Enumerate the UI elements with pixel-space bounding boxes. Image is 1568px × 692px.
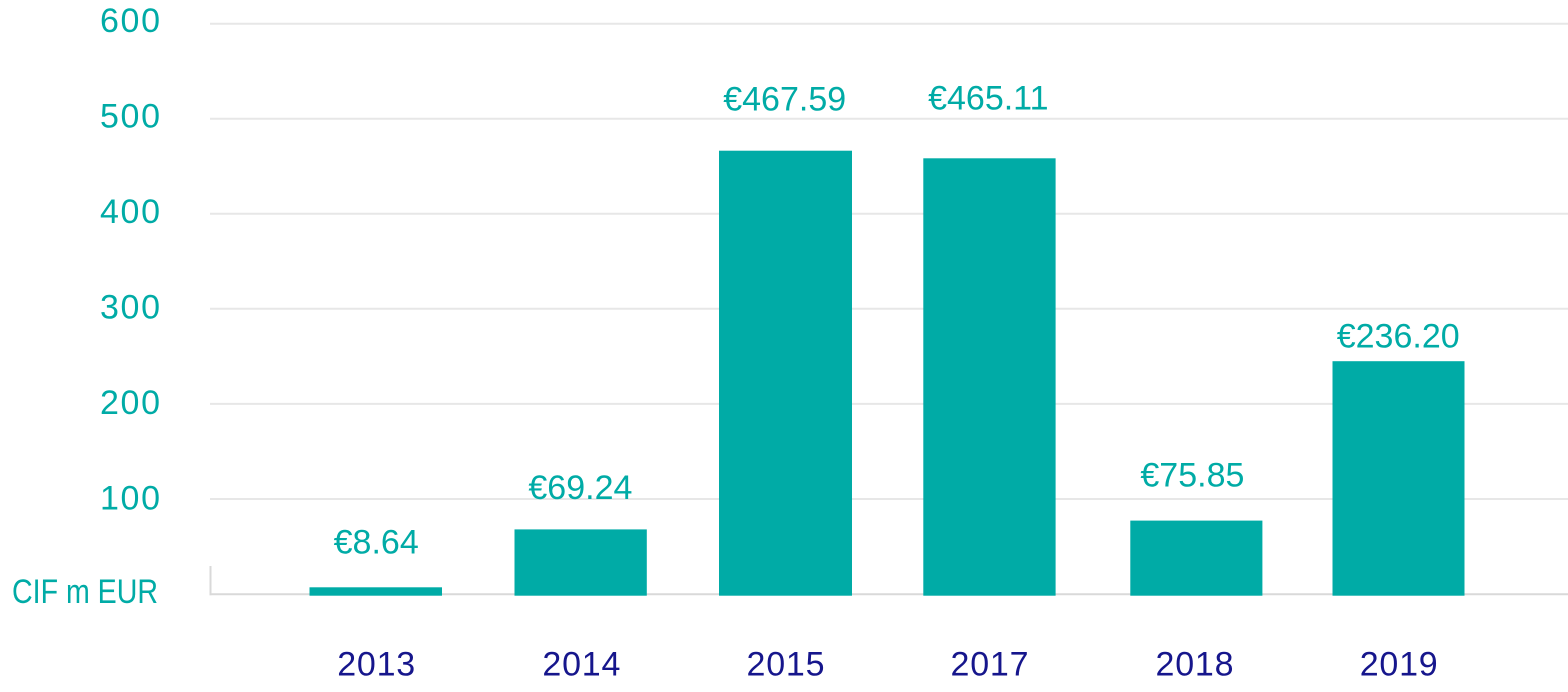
svg-text:€69.24: €69.24 [528, 469, 632, 507]
svg-text:400: 400 [100, 193, 160, 231]
svg-text:600: 600 [100, 2, 160, 40]
svg-text:500: 500 [100, 97, 160, 135]
svg-text:300: 300 [100, 288, 160, 326]
svg-text:2013: 2013 [337, 646, 415, 684]
svg-text:2018: 2018 [1156, 646, 1234, 684]
svg-text:100: 100 [100, 479, 160, 517]
svg-text:2014: 2014 [542, 646, 620, 684]
svg-text:€75.85: €75.85 [1140, 457, 1244, 495]
svg-text:CIF m EUR: CIF m EUR [12, 573, 158, 611]
svg-text:2019: 2019 [1360, 646, 1438, 684]
svg-text:2017: 2017 [951, 646, 1029, 684]
svg-text:€236.20: €236.20 [1337, 317, 1460, 355]
svg-text:€467.59: €467.59 [723, 80, 846, 118]
svg-text:200: 200 [100, 384, 160, 422]
svg-text:2015: 2015 [747, 646, 825, 684]
svg-text:€8.64: €8.64 [334, 524, 419, 562]
svg-text:€465.11: €465.11 [928, 80, 1048, 118]
